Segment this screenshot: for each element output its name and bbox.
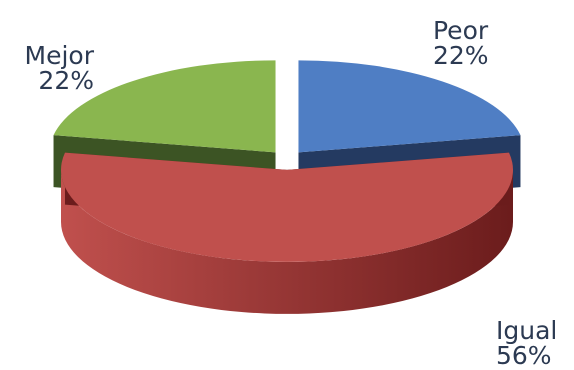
slice-top-peor (298, 60, 521, 153)
slice-label-peor-value: 22% (433, 41, 489, 70)
pie-tops (53, 60, 521, 262)
slice-label-igual-name: Igual (496, 316, 558, 345)
slice-label-mejor-value: 22% (38, 66, 94, 95)
slice-label-mejor: Mejor 22% (12, 43, 94, 93)
slice-side-igual (61, 169, 513, 314)
slice-label-igual: Igual 56% (496, 318, 557, 368)
slice-top-mejor (53, 60, 276, 153)
slice-label-mejor-name: Mejor (24, 41, 94, 70)
slice-label-igual-value: 56% (496, 341, 552, 370)
slice-top-igual (60, 152, 514, 262)
slice-label-peor-name: Peor (433, 16, 489, 45)
slice-label-peor: Peor 22% (433, 18, 489, 68)
